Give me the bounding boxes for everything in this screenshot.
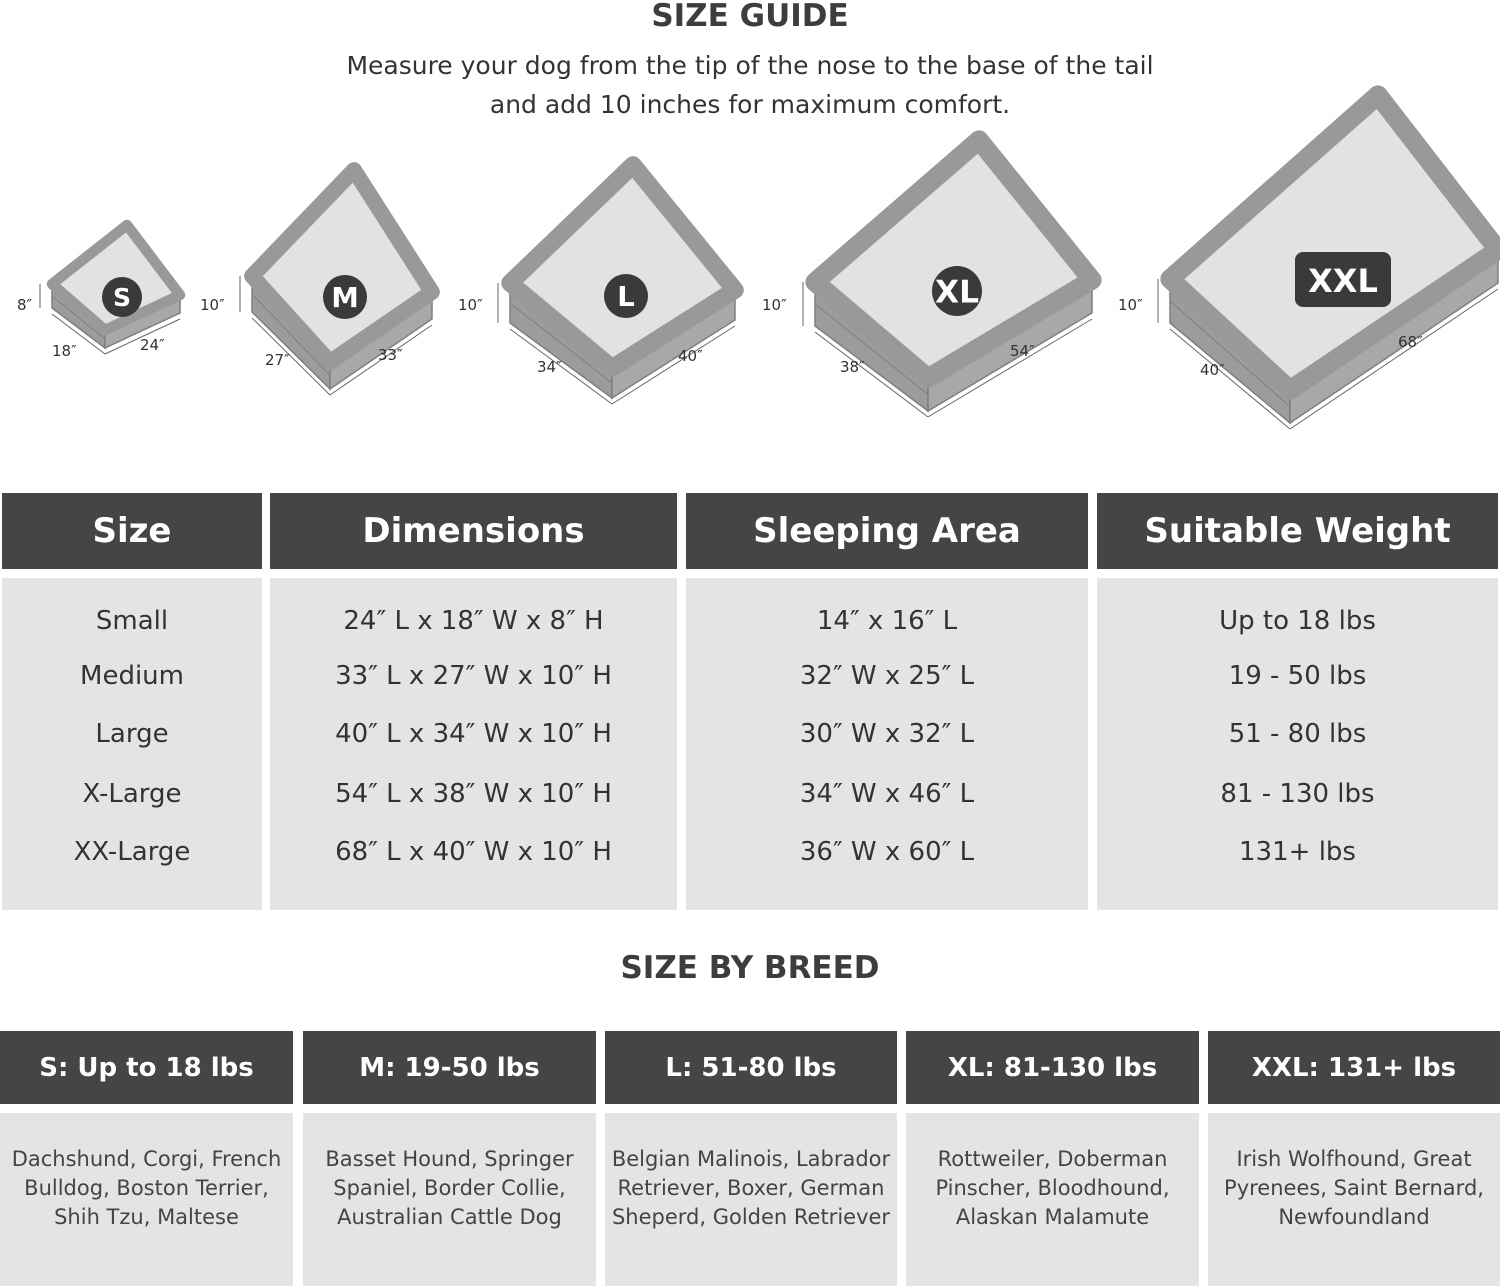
size-badge-label: S [113, 283, 131, 312]
length-label: 24″ [140, 336, 165, 354]
width-label: 18″ [52, 342, 77, 360]
subtitle-line-1: Measure your dog from the tip of the nos… [346, 51, 1154, 80]
height-label: 8″ [17, 296, 33, 314]
size-table-header: Sleeping Area [686, 493, 1088, 569]
length-label: 33″ [378, 346, 403, 364]
size-table-cell: Medium [80, 661, 184, 691]
bed-seam [814, 303, 929, 395]
length-dimension-line [927, 318, 1093, 418]
size-badge-label: M [331, 282, 358, 314]
size-table-cell: 51 - 80 lbs [1228, 719, 1367, 749]
breed-table-header: XXL: 131+ lbs [1208, 1031, 1500, 1104]
size-table-cell: 131+ lbs [1239, 837, 1356, 867]
size-table-column: Small Medium Large X-Large XX-Large [2, 578, 262, 910]
size-table-column: Up to 18 lbs 19 - 50 lbs 51 - 80 lbs 81 - 1… [1097, 578, 1498, 910]
size-table-cell: 81 - 130 lbs [1220, 779, 1375, 809]
length-label: 40″ [678, 347, 703, 365]
width-dimension-line [251, 317, 331, 396]
size-table-cell: 36″ W x 60″ L [799, 837, 975, 867]
size-table-cell: 34″ W x 46″ L [799, 779, 975, 809]
size-table-header: Dimensions [270, 493, 677, 569]
size-table-cell: X-Large [82, 779, 182, 809]
breed-table-header: XL: 81-130 lbs [906, 1031, 1199, 1104]
subtitle-line-2: and add 10 inches for maximum comfort. [489, 90, 1011, 119]
height-label: 10″ [458, 296, 483, 314]
breed-list: Belgian Malinois, Labrador Retriever, Bo… [605, 1113, 897, 1286]
width-label: 27″ [265, 351, 290, 369]
length-dimension-line [329, 324, 433, 396]
height-label: 10″ [762, 296, 787, 314]
size-table-cell: 68″ L x 40″ W x 10″ H [335, 837, 612, 867]
breed-list: Irish Wolfhound, Great Pyrenees, Saint B… [1208, 1113, 1500, 1286]
breed-list: Basset Hound, Springer Spaniel, Border C… [303, 1113, 596, 1286]
bed-illustrations: S M L XL XXL [39, 85, 1500, 430]
breed-list: Dachshund, Corgi, French Bulldog, Boston… [0, 1113, 293, 1286]
size-table-cell: 19 - 50 lbs [1228, 661, 1367, 691]
bed-seam [51, 295, 106, 340]
size-table-cell: 24″ L x 18″ W x 8″ H [343, 606, 604, 636]
size-table-cell: Up to 18 lbs [1219, 606, 1376, 636]
width-label: 34″ [537, 358, 562, 376]
size-table-cell: XX-Large [73, 837, 191, 867]
bed-seam [1169, 300, 1291, 407]
size-badge-label: L [617, 281, 635, 313]
bed-top [46, 219, 186, 336]
size-badge-M [323, 275, 367, 319]
width-label: 40″ [1200, 361, 1225, 379]
bed-top [244, 162, 440, 370]
size-table-cell: Large [95, 719, 169, 749]
bed-seam [509, 302, 613, 384]
bed-seam [251, 293, 331, 376]
size-badge-label: XXL [1308, 262, 1378, 300]
size-table-cell: 30″ W x 32″ L [799, 719, 975, 749]
bed-top [805, 130, 1102, 388]
width-dimension-line [509, 328, 613, 405]
size-badge-L [604, 274, 648, 318]
size-table-header: Suitable Weight [1097, 493, 1498, 569]
bed-top [1160, 85, 1500, 400]
width-label: 38″ [840, 358, 865, 376]
length-dimension-line [104, 318, 181, 355]
height-label: 10″ [1118, 296, 1143, 314]
bed-top [501, 156, 744, 377]
size-table-cell: 14″ x 16″ L [816, 606, 958, 636]
breed-table-header: S: Up to 18 lbs [0, 1031, 293, 1104]
size-badge-S [102, 277, 142, 317]
width-dimension-line [1169, 328, 1291, 430]
size-table-cell: 54″ L x 38″ W x 10″ H [335, 779, 612, 809]
width-dimension-line [51, 313, 106, 355]
size-table-cell: Small [95, 606, 169, 636]
breed-table-header: L: 51-80 lbs [605, 1031, 897, 1104]
length-label: 68″ [1398, 333, 1423, 351]
size-badge-XL [932, 266, 982, 316]
length-dimension-line [1289, 288, 1499, 430]
size-badge-label: XL [935, 274, 979, 310]
page-title: SIZE GUIDE [651, 0, 849, 34]
size-table-column: 24″ L x 18″ W x 8″ H 33″ L x 27″ W x 10″ … [270, 578, 677, 910]
size-table-column: 14″ x 16″ L 32″ W x 25″ L 30″ W x 32″ L 34″… [686, 578, 1088, 910]
breed-list: Rottweiler, Doberman Pinscher, Bloodhoun… [906, 1113, 1199, 1286]
size-table-header: Size [2, 493, 262, 569]
size-table-cell: 40″ L x 34″ W x 10″ H [335, 719, 612, 749]
height-label: 10″ [200, 296, 225, 314]
size-table-cell: 32″ W x 25″ L [799, 661, 975, 691]
size-table-cell: 33″ L x 27″ W x 10″ H [335, 661, 612, 691]
size-badge-XXL [1295, 252, 1391, 307]
breed-title: SIZE BY BREED [620, 950, 880, 986]
length-label: 54″ [1010, 342, 1035, 360]
width-dimension-line [814, 331, 929, 418]
length-dimension-line [611, 325, 736, 405]
breed-table-header: M: 19-50 lbs [303, 1031, 596, 1104]
